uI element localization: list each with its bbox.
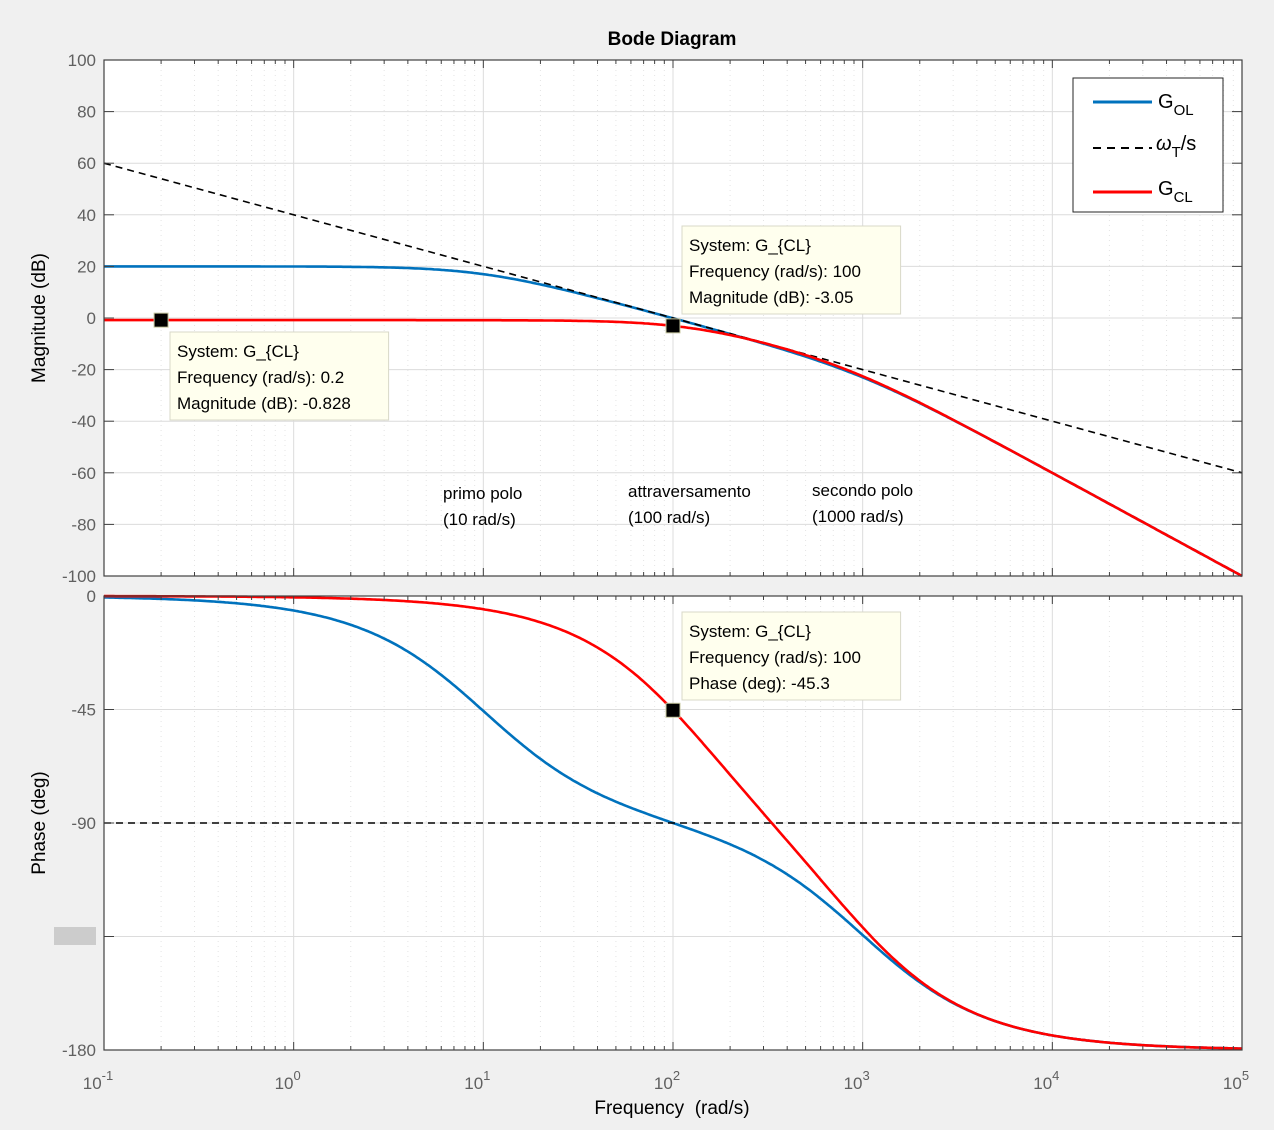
x-tick-label: 104 — [1033, 1068, 1059, 1093]
datatip-text: Frequency (rad/s): 100 — [689, 262, 861, 281]
x-tick-label: 103 — [844, 1068, 870, 1093]
x-tick-label: 102 — [654, 1068, 680, 1093]
chart-title: Bode Diagram — [608, 29, 737, 50]
datatip-text: System: G_{CL} — [689, 622, 811, 641]
annotation-text: (1000 rad/s) — [812, 507, 904, 526]
legend-box — [1072, 77, 1224, 213]
magnitude-datatips: System: G_{CL} Frequency (rad/s): 0.2 Magn… — [153, 225, 902, 421]
magnitude-axes: primo polo (10 rad/s) attraversamento (100 … — [29, 51, 1243, 586]
magnitude-annotations: primo polo (10 rad/s) attraversamento (100 … — [443, 481, 913, 529]
datatip[interactable]: System: G_{CL} Frequency (rad/s): 100 Magn… — [665, 225, 902, 334]
phase-axes: System: G_{CL} Frequency (rad/s): 100 Phas… — [29, 587, 1249, 1119]
datatip-marker[interactable] — [665, 318, 681, 334]
y-tick-label: -90 — [71, 814, 96, 833]
y-tick-label: -100 — [62, 567, 96, 586]
annotation-text: attraversamento — [628, 482, 751, 501]
y-tick-label: -60 — [71, 464, 96, 483]
datatip[interactable]: System: G_{CL} Frequency (rad/s): 100 Phas… — [665, 611, 902, 718]
magnitude-ylabel: Magnitude (dB) — [29, 253, 50, 383]
series-omega-t-over-s-magnitude — [103, 162, 1243, 474]
datatip-text: Magnitude (dB): -0.828 — [177, 394, 351, 413]
y-tick-label: -80 — [71, 515, 96, 534]
datatip-text: Phase (deg): -45.3 — [689, 674, 830, 693]
frequency-xlabel: Frequency (rad/s) — [594, 1098, 749, 1119]
legend-label-gol: GOL — [1158, 91, 1194, 119]
y-tick-label: 0 — [87, 587, 96, 606]
x-tick-label: 101 — [464, 1068, 490, 1093]
annotation-text: (10 rad/s) — [443, 510, 516, 529]
legend-label-omega: ωT/s — [1156, 133, 1196, 161]
datatip-text: System: G_{CL} — [689, 236, 811, 255]
magnitude-ticks: -100 -80 -60 -40 -20 0 20 40 60 80 100 — [62, 51, 1243, 586]
y-tick-label: 80 — [77, 103, 96, 122]
x-tick-label: 105 — [1223, 1068, 1249, 1093]
y-tick-label: -20 — [71, 361, 96, 380]
annotation-text: (100 rad/s) — [628, 508, 710, 527]
legend-label-gcl: GCL — [1158, 178, 1193, 206]
annotation-text: secondo polo — [812, 481, 913, 500]
phase-ytick-label-hidden — [54, 927, 96, 945]
phase-datatips: System: G_{CL} Frequency (rad/s): 100 Phas… — [665, 611, 902, 718]
datatip-text: System: G_{CL} — [177, 342, 299, 361]
datatip-text: Magnitude (dB): -3.05 — [689, 288, 853, 307]
x-tick-label: 100 — [275, 1068, 301, 1093]
datatip-text: Frequency (rad/s): 0.2 — [177, 368, 344, 387]
legend: GOL ωT/s GCL — [1072, 77, 1224, 213]
datatip-box — [681, 611, 902, 701]
phase-ylabel: Phase (deg) — [29, 771, 50, 875]
annotation-text: primo polo — [443, 484, 522, 503]
x-tick-label: 10-1 — [83, 1068, 113, 1093]
y-tick-label: 20 — [77, 257, 96, 276]
y-tick-label: -180 — [62, 1041, 96, 1060]
datatip-marker[interactable] — [153, 312, 169, 328]
y-tick-label: 60 — [77, 154, 96, 173]
datatip-text: Frequency (rad/s): 100 — [689, 648, 861, 667]
datatip-box — [681, 225, 902, 315]
datatip-box — [169, 331, 390, 421]
y-tick-label: 100 — [68, 51, 96, 70]
datatip[interactable]: System: G_{CL} Frequency (rad/s): 0.2 Magn… — [153, 312, 390, 421]
y-tick-label: 40 — [77, 206, 96, 225]
y-tick-label: 0 — [87, 309, 96, 328]
y-tick-label: -40 — [71, 412, 96, 431]
datatip-marker[interactable] — [665, 702, 681, 718]
y-tick-label: -45 — [71, 701, 96, 720]
phase-ticks: -180 -90 -45 0 10-1 100 101 102 103 104 105 — [62, 587, 1249, 1093]
